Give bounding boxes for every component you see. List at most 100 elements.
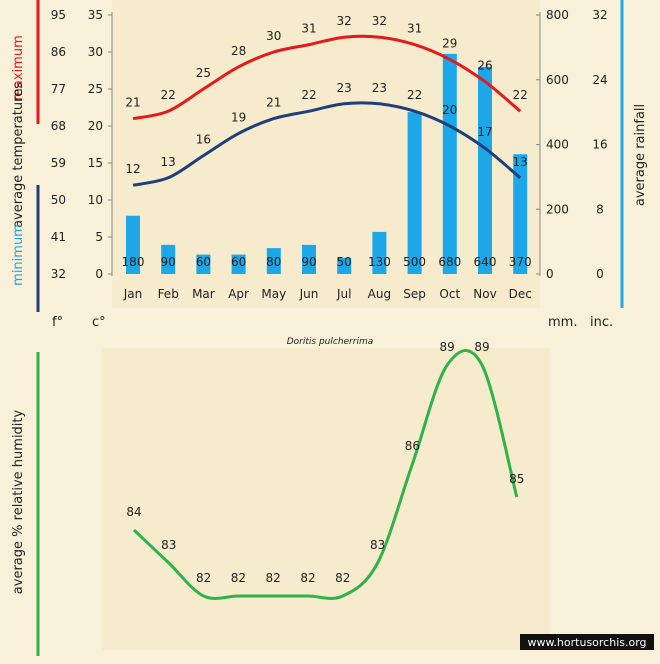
rainfall-value-label: 680 <box>438 255 461 269</box>
maximum-label: maximum <box>11 35 26 101</box>
min-temp-value-label: 20 <box>442 103 457 117</box>
rainfall-value-label: 370 <box>509 255 532 269</box>
rainfall-bars <box>126 53 528 274</box>
humidity-value-label: 83 <box>161 538 176 552</box>
humidity-value-label: 85 <box>509 472 524 486</box>
max-temp-value-label: 31 <box>301 22 316 36</box>
rainfall-bar <box>442 53 457 274</box>
humidity-value-label: 82 <box>335 571 350 585</box>
month-tick-label: Sep <box>403 287 426 301</box>
humidity-axis-label: average % relative humidity <box>11 409 26 594</box>
humidity-line <box>132 349 519 600</box>
temperature-lines <box>132 34 522 187</box>
max-temp-value-label: 30 <box>266 29 281 43</box>
min-temp-value-label: 22 <box>407 88 422 102</box>
fahrenheit-tick-label: 68 <box>51 119 66 133</box>
min-temp-value-label: 16 <box>196 133 211 147</box>
celsius-tick-label: 10 <box>88 193 103 207</box>
minimum-label: minimum <box>11 224 26 286</box>
humidity-value-label: 89 <box>474 340 489 354</box>
temperature-rain-plot-area <box>112 0 540 308</box>
inch-tick-label: 16 <box>592 138 607 152</box>
max-temp-value-label: 21 <box>125 96 140 110</box>
humidity-value-label: 89 <box>440 340 455 354</box>
rainfall-bar <box>196 254 211 274</box>
inch-tick-label: 24 <box>592 73 607 87</box>
min-temp-value-label: 13 <box>161 155 176 169</box>
mm-tick-label: 600 <box>546 73 569 87</box>
month-tick-label: Jul <box>336 287 351 301</box>
mm-unit: mm. <box>548 315 577 330</box>
max-temp-value-label: 26 <box>477 59 492 73</box>
celsius-tick-label: 20 <box>88 119 103 133</box>
humidity-value-label: 86 <box>405 439 420 453</box>
celsius-tick-label: 35 <box>88 8 103 22</box>
month-tick-label: Nov <box>473 287 496 301</box>
max-temp-value-label: 22 <box>161 88 176 102</box>
rainfall-value-label: 60 <box>231 255 246 269</box>
inch-tick-label: 8 <box>596 202 604 216</box>
minimum-temperature-line <box>132 101 522 187</box>
month-tick-label: Mar <box>192 287 215 301</box>
rainfall-bar <box>161 244 176 274</box>
rainfall-value-label: 60 <box>196 255 211 269</box>
humidity-value-label: 82 <box>231 571 246 585</box>
max-temp-value-label: 32 <box>337 14 352 28</box>
month-tick-label: Apr <box>228 287 249 301</box>
rainfall-bar <box>337 257 352 274</box>
celsius-tick-label: 5 <box>95 230 103 244</box>
rainfall-value-label: 50 <box>337 255 352 269</box>
rainfall-bar <box>126 215 140 274</box>
fahrenheit-tick-label: 41 <box>51 230 66 244</box>
mm-tick-label: 800 <box>546 8 569 22</box>
max-temp-value-label: 32 <box>372 14 387 28</box>
fahrenheit-tick-label: 32 <box>51 267 66 281</box>
min-temp-value-label: 23 <box>337 81 352 95</box>
max-temp-value-label: 28 <box>231 44 246 58</box>
mm-tick-label: 0 <box>546 267 554 281</box>
month-tick-label: May <box>261 287 286 301</box>
rainfall-value-label: 90 <box>301 255 316 269</box>
min-temp-value-label: 13 <box>513 155 528 169</box>
humidity-chart: 84 83 82 82 82 82 82 83 86 89 89 85 <box>126 340 524 600</box>
rainfall-bar <box>372 231 387 274</box>
humidity-value-label: 82 <box>266 571 281 585</box>
rainfall-value-label: 500 <box>403 255 426 269</box>
watermark-text: www.hortusorchis.org <box>527 636 646 649</box>
chart-value-labels: 180 90 60 60 80 90 50 130 500 680 640 370 21 22 25 28 30… <box>122 14 532 269</box>
rainfall-value-label: 90 <box>161 255 176 269</box>
rainfall-bar <box>231 254 246 274</box>
humidity-plot-area <box>102 348 550 650</box>
rainfall-bar <box>513 154 528 274</box>
rainfall-bar <box>302 244 316 274</box>
fahrenheit-unit: f° <box>52 315 63 330</box>
rainfall-value-label: 130 <box>368 255 391 269</box>
month-tick-label: Jan <box>123 287 143 301</box>
inch-unit: inc. <box>590 315 613 330</box>
celsius-tick-label: 30 <box>88 45 103 59</box>
max-temp-value-label: 22 <box>513 88 528 102</box>
celsius-tick-label: 25 <box>88 82 103 96</box>
rainfall-bar <box>478 66 492 274</box>
fahrenheit-tick-label: 77 <box>51 82 66 96</box>
month-tick-label: Aug <box>368 287 391 301</box>
fahrenheit-tick-label: 59 <box>51 156 66 170</box>
min-temp-value-label: 23 <box>372 81 387 95</box>
rainfall-value-label: 180 <box>122 255 145 269</box>
min-temp-value-label: 19 <box>231 110 246 124</box>
month-tick-label: Oct <box>439 287 460 301</box>
celsius-tick-label: 0 <box>95 267 103 281</box>
watermark-background <box>520 634 654 650</box>
humidity-value-label: 83 <box>370 538 385 552</box>
month-tick-label: Jun <box>299 287 319 301</box>
species-caption: Doritis pulcherrima <box>287 337 374 347</box>
fahrenheit-tick-label: 95 <box>51 8 66 22</box>
fahrenheit-tick-label: 50 <box>51 193 66 207</box>
month-tick-label: Dec <box>509 287 532 301</box>
humidity-value-label: 84 <box>126 505 141 519</box>
celsius-unit: c° <box>92 315 106 330</box>
rainfall-value-label: 80 <box>266 255 281 269</box>
